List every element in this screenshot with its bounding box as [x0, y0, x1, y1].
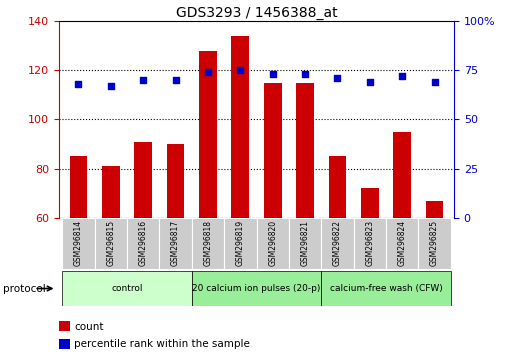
Bar	[59, 321, 70, 331]
Bar	[231, 36, 249, 218]
Point	[236, 68, 244, 73]
Text: GSM296814: GSM296814	[74, 220, 83, 267]
Text: control: control	[111, 284, 143, 293]
Bar	[353, 218, 386, 269]
Point	[107, 83, 115, 89]
Text: GSM296820: GSM296820	[268, 220, 277, 267]
Bar	[102, 166, 120, 218]
Point	[430, 79, 439, 85]
Bar	[192, 218, 224, 269]
Text: GSM296822: GSM296822	[333, 221, 342, 266]
Bar	[426, 200, 443, 218]
Bar	[321, 218, 353, 269]
Text: GSM296824: GSM296824	[398, 220, 407, 267]
Text: calcium-free wash (CFW): calcium-free wash (CFW)	[330, 284, 442, 293]
Title: GDS3293 / 1456388_at: GDS3293 / 1456388_at	[175, 6, 338, 20]
Point	[171, 77, 180, 83]
Point	[301, 72, 309, 77]
Text: GSM296823: GSM296823	[365, 220, 374, 267]
Bar	[94, 218, 127, 269]
Bar	[192, 271, 321, 306]
Bar	[70, 156, 87, 218]
Text: GSM296818: GSM296818	[204, 221, 212, 266]
Bar	[393, 132, 411, 218]
Point	[204, 69, 212, 75]
Text: protocol: protocol	[3, 284, 45, 293]
Bar	[328, 156, 346, 218]
Bar	[289, 218, 321, 269]
Bar	[361, 188, 379, 218]
Bar	[160, 218, 192, 269]
Bar	[256, 218, 289, 269]
Text: count: count	[74, 322, 104, 332]
Text: GSM296825: GSM296825	[430, 220, 439, 267]
Text: GSM296815: GSM296815	[106, 220, 115, 267]
Text: GSM296817: GSM296817	[171, 220, 180, 267]
Bar	[264, 82, 282, 218]
Point	[398, 73, 406, 79]
Bar	[167, 144, 185, 218]
Bar	[296, 82, 314, 218]
Bar	[199, 51, 217, 218]
Text: GSM296816: GSM296816	[139, 220, 148, 267]
Bar	[321, 271, 451, 306]
Text: GSM296821: GSM296821	[301, 221, 309, 266]
Point	[333, 75, 342, 81]
Bar	[62, 271, 192, 306]
Point	[269, 72, 277, 77]
Bar	[419, 218, 451, 269]
Point	[74, 81, 83, 87]
Text: percentile rank within the sample: percentile rank within the sample	[74, 339, 250, 349]
Bar	[62, 218, 94, 269]
Bar	[127, 218, 160, 269]
Bar	[224, 218, 256, 269]
Bar	[134, 142, 152, 218]
Point	[139, 77, 147, 83]
Bar	[59, 339, 70, 349]
Point	[366, 79, 374, 85]
Bar	[386, 218, 419, 269]
Text: 20 calcium ion pulses (20-p): 20 calcium ion pulses (20-p)	[192, 284, 321, 293]
Text: GSM296819: GSM296819	[236, 220, 245, 267]
